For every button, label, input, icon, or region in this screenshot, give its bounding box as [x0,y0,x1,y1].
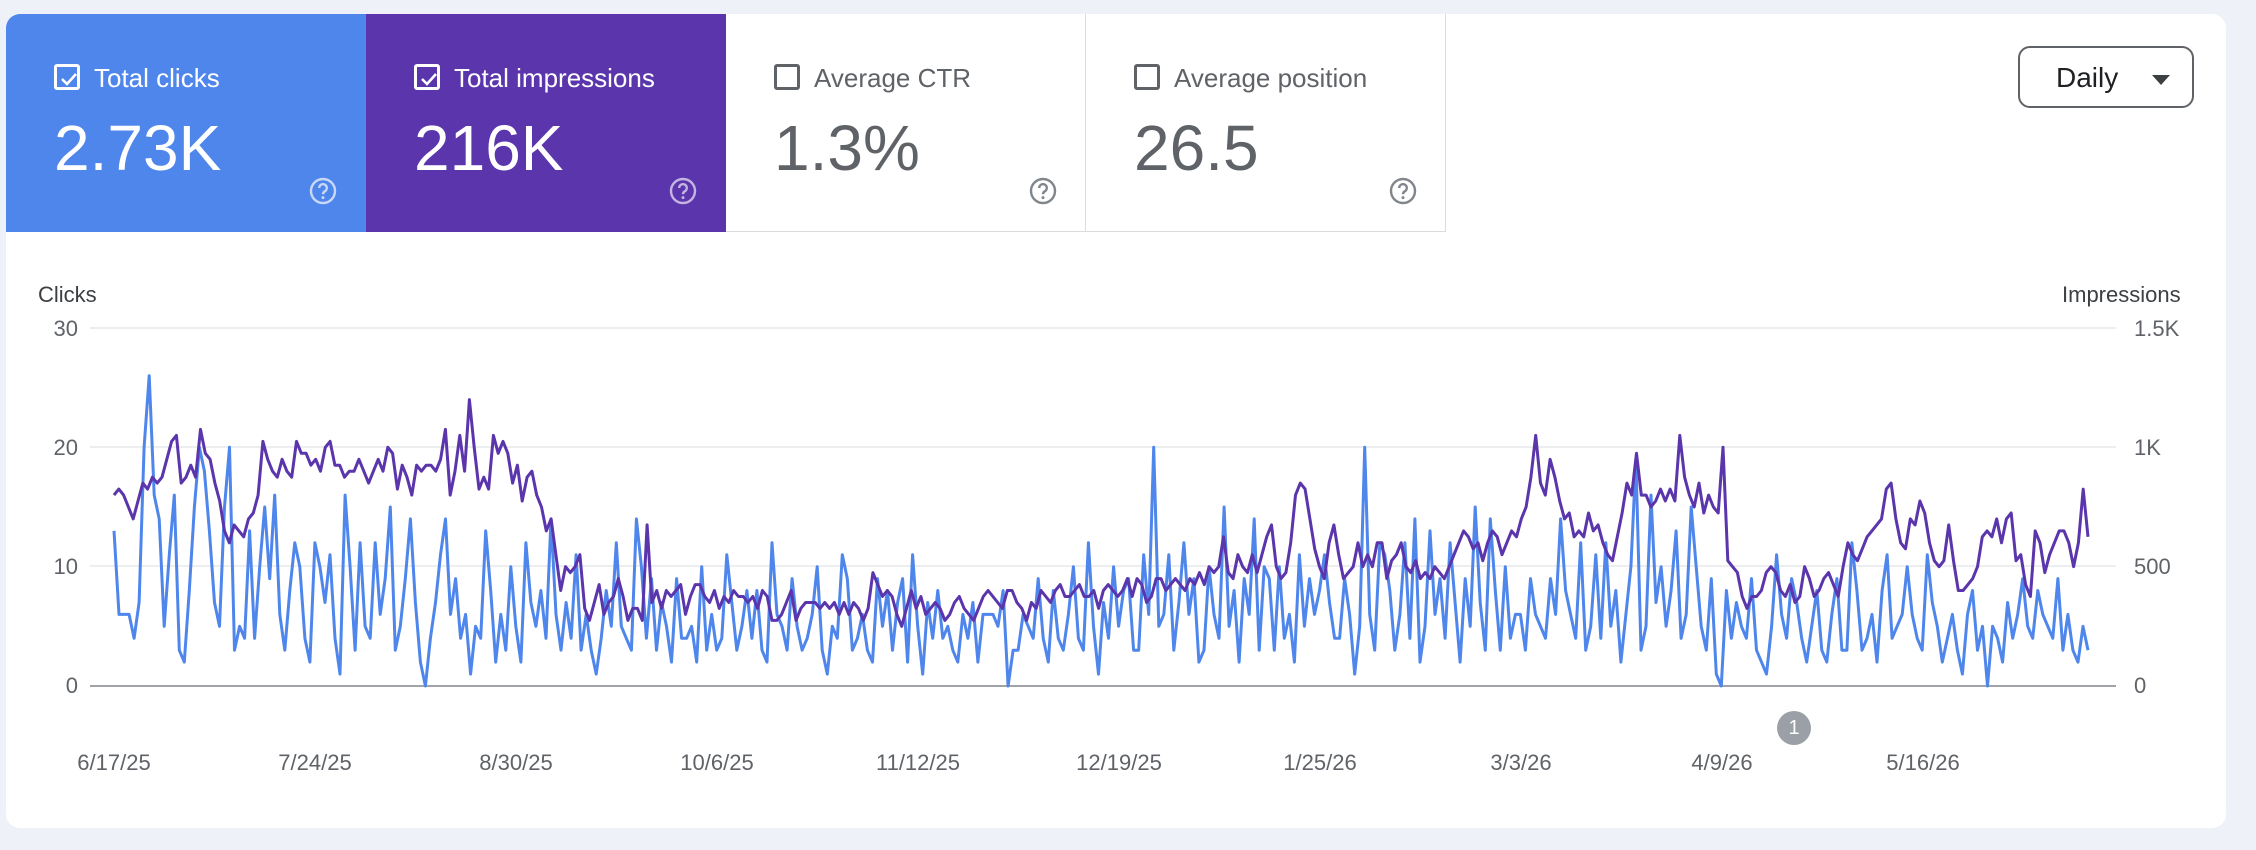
x-tick-label: 4/9/26 [1691,750,1753,775]
tile-value: 216K [414,112,564,184]
help-circle-icon[interactable] [1028,176,1058,206]
x-tick-label: 1/25/26 [1283,750,1357,775]
checkbox-total-clicks[interactable] [54,64,80,90]
x-tick-label: 10/6/25 [680,750,754,775]
x-tick-label: 6/17/25 [77,750,151,775]
tile-value: 26.5 [1134,112,1259,184]
right-tick-label: 1.5K [2134,316,2180,341]
tile-total-clicks[interactable]: Total clicks 2.73K [6,14,366,232]
x-tick-label: 12/19/25 [1076,750,1162,775]
help-circle-icon[interactable] [308,176,338,206]
tile-label: Total impressions [454,63,655,93]
performance-chart[interactable] [6,14,2226,828]
tile-label: Average position [1174,63,1368,93]
tile-value: 1.3% [774,112,920,184]
right-tick-label: 1K [2134,435,2161,460]
x-tick-label: 11/12/25 [875,750,960,775]
x-tick-label: 3/3/26 [1490,750,1552,775]
x-tick-label: 8/30/25 [479,750,553,775]
tile-average-position[interactable]: Average position 26.5 [1086,14,1446,232]
tile-average-ctr[interactable]: Average CTR 1.3% [726,14,1086,232]
right-axis-title: Impressions [2062,282,2181,307]
series-lines [112,374,2090,688]
left-tick-label: 0 [65,673,78,698]
tile-value: 2.73K [54,112,222,184]
checkbox-total-impressions[interactable] [414,64,440,90]
range-select-value: Daily [2056,62,2119,93]
annotation-marker[interactable]: 1 [1777,711,1811,745]
check-icon [421,73,437,86]
checkbox-average-ctr[interactable] [774,64,800,90]
left-tick-label: 10 [53,554,78,579]
left-tick-label: 20 [53,435,78,460]
checkbox-average-position[interactable] [1134,64,1160,90]
right-tick-label: 500 [2134,554,2171,579]
tile-total-impressions[interactable]: Total impressions 216K [366,14,726,232]
tile-label: Average CTR [814,63,972,93]
x-tick-label: 5/16/26 [1886,750,1960,775]
range-select-daily[interactable]: Daily [2018,46,2194,108]
performance-card: Total clicks 2.73K Total impressions 216… [6,14,2226,828]
help-circle-icon[interactable] [668,176,698,206]
tile-label: Total clicks [94,63,220,93]
check-icon [61,73,77,86]
caret-down-icon [2152,75,2170,85]
series-line-total-clicks [112,374,2090,688]
left-axis-title: Clicks [38,282,97,307]
series-line-total-impressions [112,398,2090,628]
help-circle-icon[interactable] [1388,176,1418,206]
right-tick-label: 0 [2134,673,2147,698]
left-tick-label: 30 [53,316,78,341]
x-tick-label: 7/24/25 [278,750,352,775]
